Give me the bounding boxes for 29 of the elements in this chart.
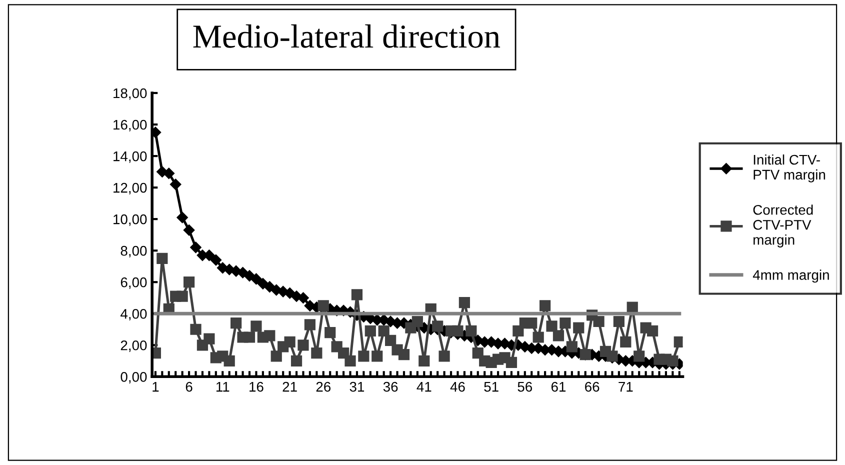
x-tick-label: 26 bbox=[316, 382, 331, 392]
x-tick-label: 61 bbox=[551, 382, 566, 392]
y-tick-label: 16,00 bbox=[114, 120, 147, 132]
legend-label: 4mm margin bbox=[752, 270, 829, 283]
legend-label: Corrected CTV-PTV margin bbox=[753, 204, 813, 248]
y-tick-label: 10,00 bbox=[114, 214, 147, 226]
x-tick-label: 41 bbox=[416, 382, 432, 392]
legend-label: Initial CTV-PTV margin bbox=[754, 154, 826, 182]
x-tick-label: 71 bbox=[618, 382, 633, 392]
y-tick-label: 12,00 bbox=[114, 182, 147, 194]
x-tick-label: 56 bbox=[518, 382, 532, 392]
x-tick-label: 1 bbox=[152, 382, 159, 392]
y-tick-label: 4,00 bbox=[120, 308, 147, 320]
y-tick-label: 2,00 bbox=[120, 340, 147, 352]
x-tick-label: 51 bbox=[484, 382, 498, 392]
x-tick-label: 46 bbox=[450, 382, 465, 392]
y-tick-label: 6,00 bbox=[120, 277, 147, 289]
x-tick-label: 6 bbox=[186, 382, 192, 392]
y-tick-label: 0,00 bbox=[120, 372, 147, 384]
chart-title: Medio-lateral direction bbox=[193, 24, 500, 48]
x-tick-label: 11 bbox=[216, 382, 230, 392]
y-tick-label: 14,00 bbox=[114, 151, 147, 163]
x-tick-label: 66 bbox=[585, 382, 600, 392]
x-tick-label: 31 bbox=[350, 382, 364, 392]
x-tick-label: 21 bbox=[282, 382, 297, 392]
y-tick-label: 18,00 bbox=[114, 88, 147, 100]
x-tick-label: 36 bbox=[383, 382, 398, 392]
x-tick-label: 16 bbox=[250, 382, 264, 392]
y-tick-label: 8,00 bbox=[120, 246, 147, 258]
